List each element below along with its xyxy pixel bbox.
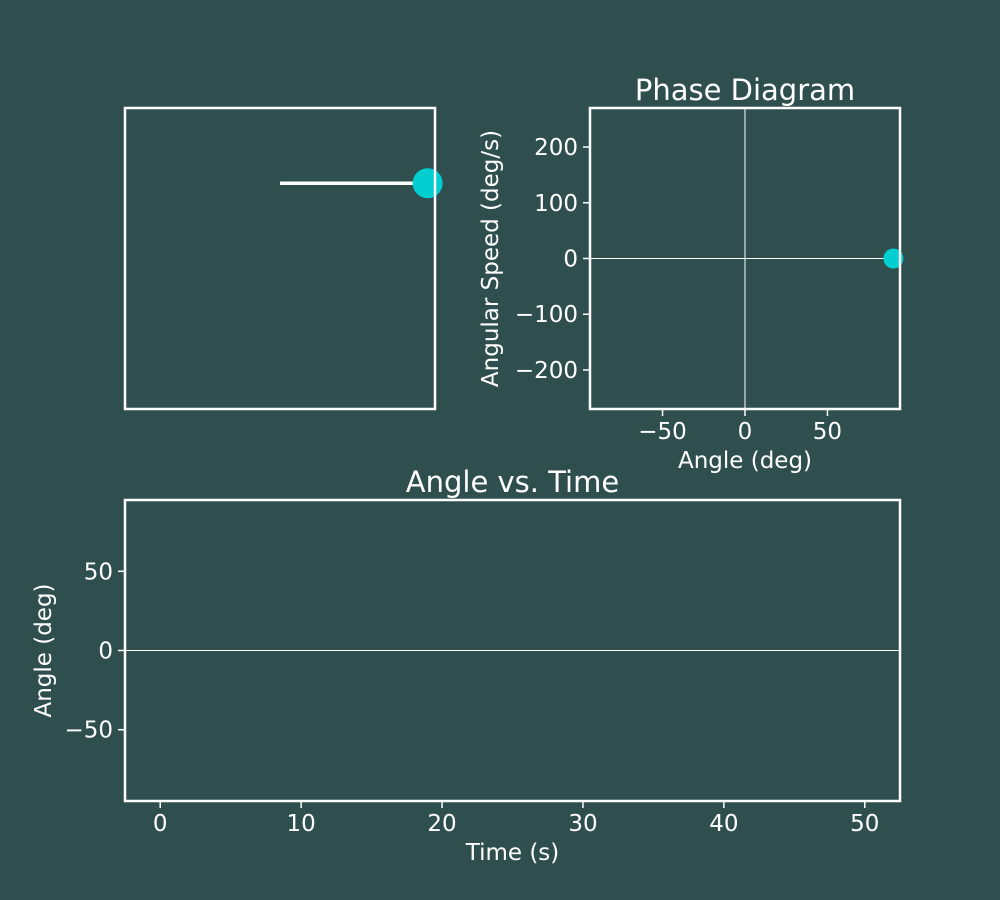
angle-time-y-ticks: −50 0 50 bbox=[64, 559, 125, 744]
phase-y-tick-label: 0 bbox=[563, 247, 578, 273]
phase-x-ticks: −50 0 50 bbox=[638, 409, 842, 445]
angle-time-x-axis-label: Time (s) bbox=[465, 840, 560, 866]
phase-y-tick-label: −200 bbox=[515, 358, 578, 384]
phase-title: Phase Diagram bbox=[635, 73, 855, 107]
phase-x-axis-label: Angle (deg) bbox=[678, 448, 812, 474]
angle-time-x-tick-label: 20 bbox=[427, 811, 456, 837]
phase-points bbox=[883, 248, 904, 269]
phase-y-tick-label: 100 bbox=[534, 191, 578, 217]
phase-y-axis-label: Angular Speed (deg/s) bbox=[478, 130, 504, 387]
pendulum-bob bbox=[412, 168, 443, 199]
phase-y-ticks: −200 −100 0 100 200 bbox=[515, 135, 590, 384]
phase-x-tick-label: −50 bbox=[638, 419, 687, 445]
angle-time-y-tick-label: 0 bbox=[98, 639, 113, 665]
phase-x-tick-label: 50 bbox=[813, 419, 842, 445]
angle-time-title: Angle vs. Time bbox=[406, 465, 619, 499]
angle-time-x-tick-label: 10 bbox=[286, 811, 315, 837]
phase-y-tick-label: 200 bbox=[534, 135, 578, 161]
angle-time-x-tick-label: 50 bbox=[850, 811, 879, 837]
pendulum-axes bbox=[123, 106, 443, 411]
angle-time-x-tick-label: 30 bbox=[568, 811, 597, 837]
angle-time-x-ticks: 0 10 20 30 40 50 bbox=[153, 801, 879, 837]
angle-time-y-tick-label: −50 bbox=[64, 718, 113, 744]
phase-axes: Phase Diagram −50 0 50 −200 −100 0 100 200 Ang… bbox=[478, 73, 904, 474]
angle-time-axes: Angle vs. Time 0 10 20 30 40 50 −50 0 50 Time (… bbox=[31, 465, 902, 866]
phase-point bbox=[883, 248, 904, 269]
pendulum-frame bbox=[123, 106, 437, 411]
phase-x-tick-label: 0 bbox=[738, 419, 753, 445]
phase-y-tick-label: −100 bbox=[515, 302, 578, 328]
angle-time-x-tick-label: 0 bbox=[153, 811, 168, 837]
angle-time-y-axis-label: Angle (deg) bbox=[31, 583, 57, 717]
angle-time-y-tick-label: 50 bbox=[84, 559, 113, 585]
angle-time-x-tick-label: 40 bbox=[709, 811, 738, 837]
